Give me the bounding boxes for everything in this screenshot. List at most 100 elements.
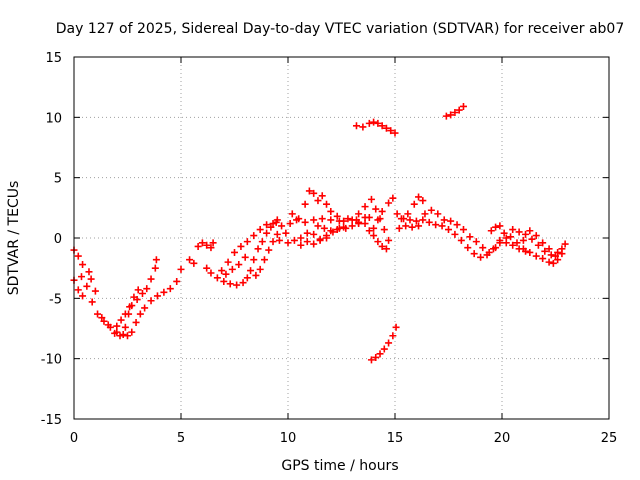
x-tick-label: 20 [494,431,511,446]
data-point [273,230,281,238]
data-point [177,265,185,273]
data-point [263,229,271,237]
data-point [558,245,566,253]
data-point [98,314,106,322]
data-point [116,332,124,340]
data-point [295,215,303,223]
data-point [509,226,517,234]
data-point [447,111,455,119]
data-point [397,215,405,223]
data-point [269,238,277,246]
data-point [130,293,138,301]
x-tick-label: 10 [280,431,297,446]
data-point [132,318,140,326]
data-point [318,215,326,223]
y-tick-label: 5 [54,172,62,187]
data-point [316,236,324,244]
data-point [94,310,102,318]
data-point [365,119,373,127]
data-point [391,129,399,137]
data-point [477,253,485,261]
data-point [380,345,388,353]
data-point [263,221,271,229]
chart-title: Day 127 of 2025, Sidereal Day-to-day VTE… [56,21,625,37]
x-tick-label: 5 [177,431,185,446]
data-point [288,210,296,218]
data-point [327,216,335,224]
data-point [412,217,420,225]
data-point [91,287,99,295]
data-point [275,236,283,244]
y-tick-label: 15 [45,51,62,66]
data-point [402,222,410,230]
data-point [434,210,442,218]
data-point [222,270,230,278]
data-point [378,207,386,215]
data-point [451,230,459,238]
data-point [425,218,433,226]
data-point [256,226,264,234]
data-point [247,267,255,275]
data-point [303,229,311,237]
data-point [382,124,390,132]
data-point [87,275,95,283]
data-point [207,244,215,252]
data-point [545,258,553,266]
data-point [427,206,435,214]
data-point [297,241,305,249]
data-point [561,240,569,248]
data-point [380,226,388,234]
data-point [282,229,290,237]
data-point [340,217,348,225]
data-point [539,255,547,263]
data-point [395,224,403,232]
data-point [235,261,243,269]
x-tick-labels: 0 5 10 15 20 25 [70,431,617,446]
data-point [526,227,534,235]
data-point [147,297,155,305]
data-point [389,194,397,202]
data-point [509,241,517,249]
data-point [455,106,463,114]
data-point [472,238,480,246]
data-point [104,321,112,329]
data-point [470,250,478,258]
data-point [374,238,382,246]
data-point [479,244,487,252]
y-axis-label: SDTVAR / TECUs [6,181,22,296]
data-point [237,242,245,250]
data-point [539,239,547,247]
data-point [314,222,322,230]
data-point [487,227,495,235]
data-point [243,238,251,246]
data-point [344,215,352,223]
data-point [442,112,450,120]
data-point [85,268,93,276]
y-tick-label: 10 [45,111,62,126]
data-point [297,234,305,242]
data-point [310,189,318,197]
data-point [515,245,523,253]
data-point [318,192,326,200]
data-point [522,247,530,255]
data-point [367,356,375,364]
y-tick-label: -10 [41,353,62,368]
data-point [224,258,232,266]
data-point [203,264,211,272]
data-point [233,281,241,289]
data-point [333,212,341,220]
data-point [466,233,474,241]
data-point [387,127,395,135]
data-point [218,267,226,275]
data-point [385,199,393,207]
data-point [392,323,400,331]
data-point [419,216,427,224]
data-point [500,229,508,237]
data-point [286,220,294,228]
data-point [438,222,446,230]
data-point [77,273,85,281]
data-point [239,279,247,287]
data-point [382,245,390,253]
data-point [136,310,144,318]
